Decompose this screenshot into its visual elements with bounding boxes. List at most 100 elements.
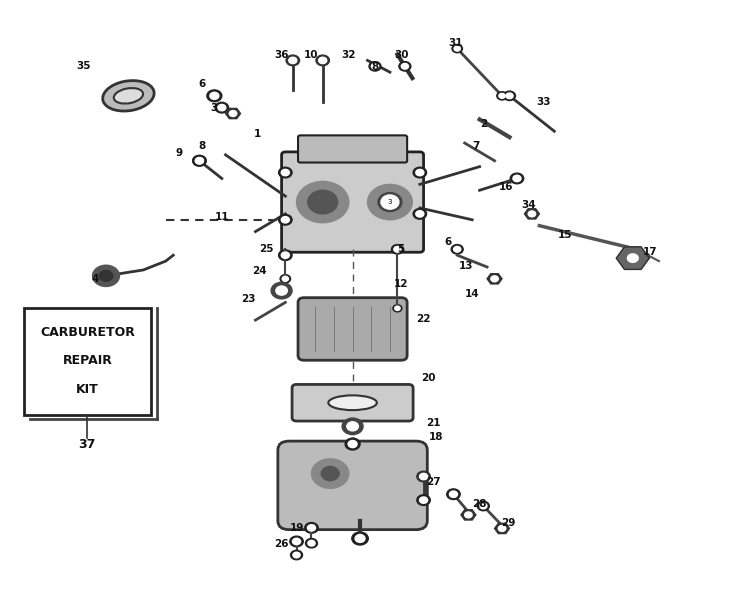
Text: 28: 28 [472, 499, 487, 509]
Circle shape [449, 491, 458, 498]
FancyBboxPatch shape [278, 441, 428, 530]
Circle shape [393, 305, 402, 312]
Circle shape [452, 44, 463, 53]
Circle shape [417, 471, 430, 482]
Text: 35: 35 [76, 61, 91, 71]
Text: 37: 37 [79, 438, 96, 451]
Text: 20: 20 [422, 373, 436, 383]
Circle shape [308, 190, 338, 214]
Circle shape [281, 252, 290, 259]
Circle shape [316, 55, 329, 66]
Text: 5: 5 [398, 244, 405, 254]
Circle shape [280, 275, 290, 283]
Circle shape [352, 532, 368, 545]
Circle shape [413, 167, 427, 178]
Circle shape [480, 503, 487, 509]
Circle shape [413, 209, 427, 219]
Circle shape [92, 265, 119, 286]
Text: 3: 3 [211, 103, 218, 113]
Circle shape [278, 250, 292, 260]
Circle shape [465, 512, 472, 518]
Circle shape [416, 211, 424, 217]
Circle shape [276, 286, 287, 295]
Text: 31: 31 [448, 38, 463, 47]
Circle shape [286, 55, 299, 66]
FancyBboxPatch shape [292, 384, 413, 421]
Circle shape [290, 536, 303, 547]
Circle shape [454, 247, 460, 252]
Ellipse shape [114, 88, 143, 104]
Circle shape [195, 158, 203, 164]
Polygon shape [487, 274, 502, 284]
Circle shape [308, 525, 316, 531]
Circle shape [454, 46, 460, 51]
Text: 27: 27 [426, 477, 440, 487]
Circle shape [528, 211, 536, 217]
Text: 17: 17 [643, 247, 657, 257]
Circle shape [490, 276, 498, 282]
Circle shape [193, 155, 206, 166]
Text: 6: 6 [445, 237, 452, 247]
Circle shape [321, 467, 339, 481]
Circle shape [447, 489, 460, 499]
Circle shape [290, 550, 302, 560]
Circle shape [217, 104, 226, 111]
Circle shape [195, 158, 203, 164]
Circle shape [342, 418, 363, 435]
Circle shape [496, 92, 507, 100]
Circle shape [215, 103, 229, 113]
Text: 14: 14 [465, 289, 479, 299]
Text: 29: 29 [501, 518, 515, 528]
Circle shape [272, 282, 292, 299]
Text: 25: 25 [260, 244, 274, 254]
Circle shape [305, 538, 317, 548]
Text: 23: 23 [241, 294, 255, 304]
Polygon shape [524, 209, 539, 219]
Text: 16: 16 [499, 182, 513, 192]
Circle shape [304, 522, 318, 533]
Circle shape [296, 181, 349, 223]
Circle shape [419, 497, 428, 503]
Text: 36: 36 [274, 49, 289, 59]
Text: 12: 12 [394, 279, 409, 289]
Text: 33: 33 [536, 97, 550, 107]
Circle shape [293, 552, 300, 558]
Circle shape [281, 216, 290, 223]
Text: 8: 8 [198, 141, 206, 151]
Polygon shape [494, 524, 509, 534]
Circle shape [392, 244, 404, 254]
Circle shape [355, 535, 365, 543]
Text: 30: 30 [394, 49, 409, 59]
Circle shape [510, 173, 524, 184]
FancyBboxPatch shape [298, 298, 407, 360]
Ellipse shape [103, 81, 154, 111]
Circle shape [278, 215, 292, 225]
Circle shape [416, 170, 424, 176]
Text: 26: 26 [274, 540, 289, 549]
Circle shape [513, 176, 521, 181]
Circle shape [503, 91, 515, 101]
Circle shape [308, 540, 315, 546]
Circle shape [371, 63, 379, 69]
Text: CARBURETOR: CARBURETOR [40, 326, 135, 339]
Circle shape [319, 57, 327, 63]
Circle shape [348, 441, 357, 448]
Circle shape [628, 254, 638, 262]
Circle shape [345, 438, 360, 450]
Text: 9: 9 [176, 148, 183, 158]
Circle shape [368, 184, 413, 220]
Circle shape [193, 155, 206, 166]
Polygon shape [461, 510, 476, 520]
Circle shape [381, 195, 399, 209]
Text: 21: 21 [426, 418, 440, 428]
Circle shape [282, 276, 289, 281]
Circle shape [281, 170, 290, 176]
Circle shape [378, 193, 402, 212]
Circle shape [417, 495, 430, 505]
Circle shape [499, 93, 506, 98]
Text: 13: 13 [459, 261, 473, 271]
Circle shape [401, 63, 409, 69]
Text: 8: 8 [371, 62, 379, 72]
Polygon shape [226, 109, 241, 119]
Text: 22: 22 [416, 314, 430, 324]
